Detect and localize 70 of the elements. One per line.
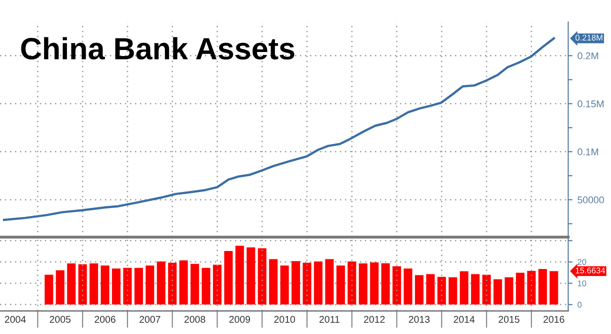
bar	[156, 262, 166, 305]
bar	[235, 246, 244, 305]
y-tick-label: 0.1M	[578, 148, 598, 156]
bar	[168, 262, 177, 305]
bar	[414, 275, 424, 305]
bar	[516, 272, 524, 305]
y-tick-label: 10	[578, 280, 586, 286]
bar	[358, 263, 368, 305]
bar	[314, 262, 322, 305]
x-tick-label: 2009	[229, 316, 250, 323]
bar	[67, 263, 76, 305]
bar	[494, 279, 502, 305]
bar	[437, 276, 446, 305]
x-tick-label: 2013	[408, 316, 430, 323]
bar	[224, 251, 233, 305]
bar	[134, 268, 143, 305]
bar	[404, 268, 412, 305]
bar	[44, 274, 54, 305]
x-tick-label: 2011	[319, 316, 340, 323]
bar	[280, 266, 289, 305]
bar	[190, 264, 200, 305]
bar	[460, 271, 468, 305]
y-tick-label: 0.2M	[578, 52, 598, 60]
y-tick-label: 20	[578, 259, 586, 266]
x-tick-label: 2010	[274, 316, 295, 323]
x-tick-label: 2005	[50, 316, 71, 323]
bar	[202, 268, 210, 305]
bar	[292, 261, 300, 305]
bar	[370, 262, 379, 305]
bar	[381, 263, 390, 305]
bar	[179, 260, 188, 305]
y-tick-label: 0	[578, 302, 582, 308]
bar	[550, 271, 558, 305]
bar	[246, 247, 256, 305]
text: 15.6634	[576, 268, 606, 274]
bar	[100, 266, 110, 305]
bar	[90, 263, 98, 305]
x-tick-label: 2004	[4, 316, 26, 323]
bar	[348, 262, 356, 305]
bar	[336, 266, 345, 305]
bar	[392, 266, 402, 305]
bar	[123, 268, 132, 305]
bar	[269, 259, 278, 305]
bar	[212, 264, 222, 305]
bar	[426, 274, 435, 305]
bar	[78, 264, 87, 305]
bar	[482, 274, 491, 305]
text: 0.218M	[576, 34, 602, 41]
x-tick-label: 2014	[454, 316, 475, 323]
bar	[448, 277, 458, 305]
bar	[258, 248, 266, 305]
y-tick-label: 0.15M	[578, 100, 604, 108]
bar	[538, 268, 547, 305]
bar	[112, 268, 121, 305]
bar	[146, 266, 154, 305]
x-tick-label: 2007	[140, 316, 160, 323]
x-tick-label: 2016	[544, 316, 564, 323]
bar	[325, 259, 334, 305]
bar	[302, 262, 312, 305]
line-series	[2, 37, 555, 221]
x-tick-label: 2008	[184, 316, 206, 323]
bar	[471, 274, 480, 305]
chart-title: China Bank Assets	[21, 37, 294, 60]
x-tick-label: 2012	[364, 316, 385, 323]
x-tick-label: 2006	[94, 316, 116, 323]
bar	[504, 277, 514, 305]
bar	[527, 270, 536, 305]
y-tick-label: 50000	[578, 196, 604, 204]
x-tick-label: 2015	[498, 316, 520, 323]
bar	[56, 270, 64, 305]
